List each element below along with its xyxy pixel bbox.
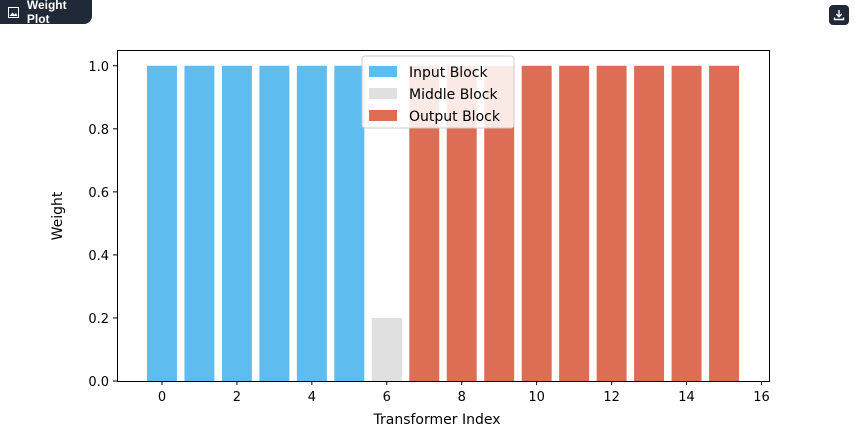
plot-frame xyxy=(117,50,770,382)
bar-output-11 xyxy=(559,65,590,381)
x-ticks-group: 0 2 4 6 8 10 12 14 16 xyxy=(158,381,770,405)
x-tick-label: 2 xyxy=(233,390,241,405)
y-axis-label: Weight xyxy=(50,191,66,240)
legend-box xyxy=(361,55,515,129)
x-tick-label: 10 xyxy=(528,390,545,405)
x-axis-label: Transformer Index xyxy=(373,412,501,426)
legend-swatch-input xyxy=(369,66,397,77)
bar-output-14 xyxy=(671,65,702,381)
y-tick-label: 0.2 xyxy=(88,312,109,327)
bar-input-0 xyxy=(146,65,177,381)
bar-output-15 xyxy=(709,65,740,381)
weight-plot-tab[interactable]: Weight Plot xyxy=(0,0,92,26)
bar-input-4 xyxy=(296,65,327,381)
bar-middle-6 xyxy=(371,317,402,381)
image-icon xyxy=(7,5,21,19)
tab-title: Weight Plot xyxy=(26,0,67,26)
legend-swatch-middle xyxy=(369,88,397,99)
bar-output-13 xyxy=(634,65,665,381)
bar-output-10 xyxy=(521,65,552,381)
legend-label-output: Output Block xyxy=(409,109,501,125)
x-tick-label: 12 xyxy=(603,390,620,405)
x-tick-label: 4 xyxy=(308,390,316,405)
y-tick-label: 0.8 xyxy=(88,123,109,138)
y-tick-label: 0.6 xyxy=(88,186,109,201)
legend-label-input: Input Block xyxy=(409,65,488,81)
bar-input-1 xyxy=(184,65,215,381)
x-tick-label: 14 xyxy=(678,390,695,405)
legend-swatch-output xyxy=(369,110,397,121)
bar-input-5 xyxy=(334,65,365,381)
y-ticks-group: 0.0 0.2 0.4 0.6 0.8 1.0 xyxy=(88,60,117,390)
bar-input-2 xyxy=(221,65,252,381)
download-button[interactable] xyxy=(829,5,849,25)
legend-label-middle: Middle Block xyxy=(409,87,498,103)
x-tick-label: 6 xyxy=(383,390,391,405)
bar-output-12 xyxy=(596,65,627,381)
y-tick-label: 0.0 xyxy=(88,375,109,390)
download-icon xyxy=(833,6,845,25)
y-tick-label: 1.0 xyxy=(88,60,109,75)
y-tick-label: 0.4 xyxy=(88,249,109,264)
bars-group xyxy=(146,65,740,381)
bar-input-3 xyxy=(259,65,290,381)
x-tick-label: 16 xyxy=(753,390,770,405)
x-tick-label: 8 xyxy=(458,390,466,405)
x-tick-label: 0 xyxy=(158,390,166,405)
legend: Input Block Middle Block Output Block xyxy=(361,55,515,129)
